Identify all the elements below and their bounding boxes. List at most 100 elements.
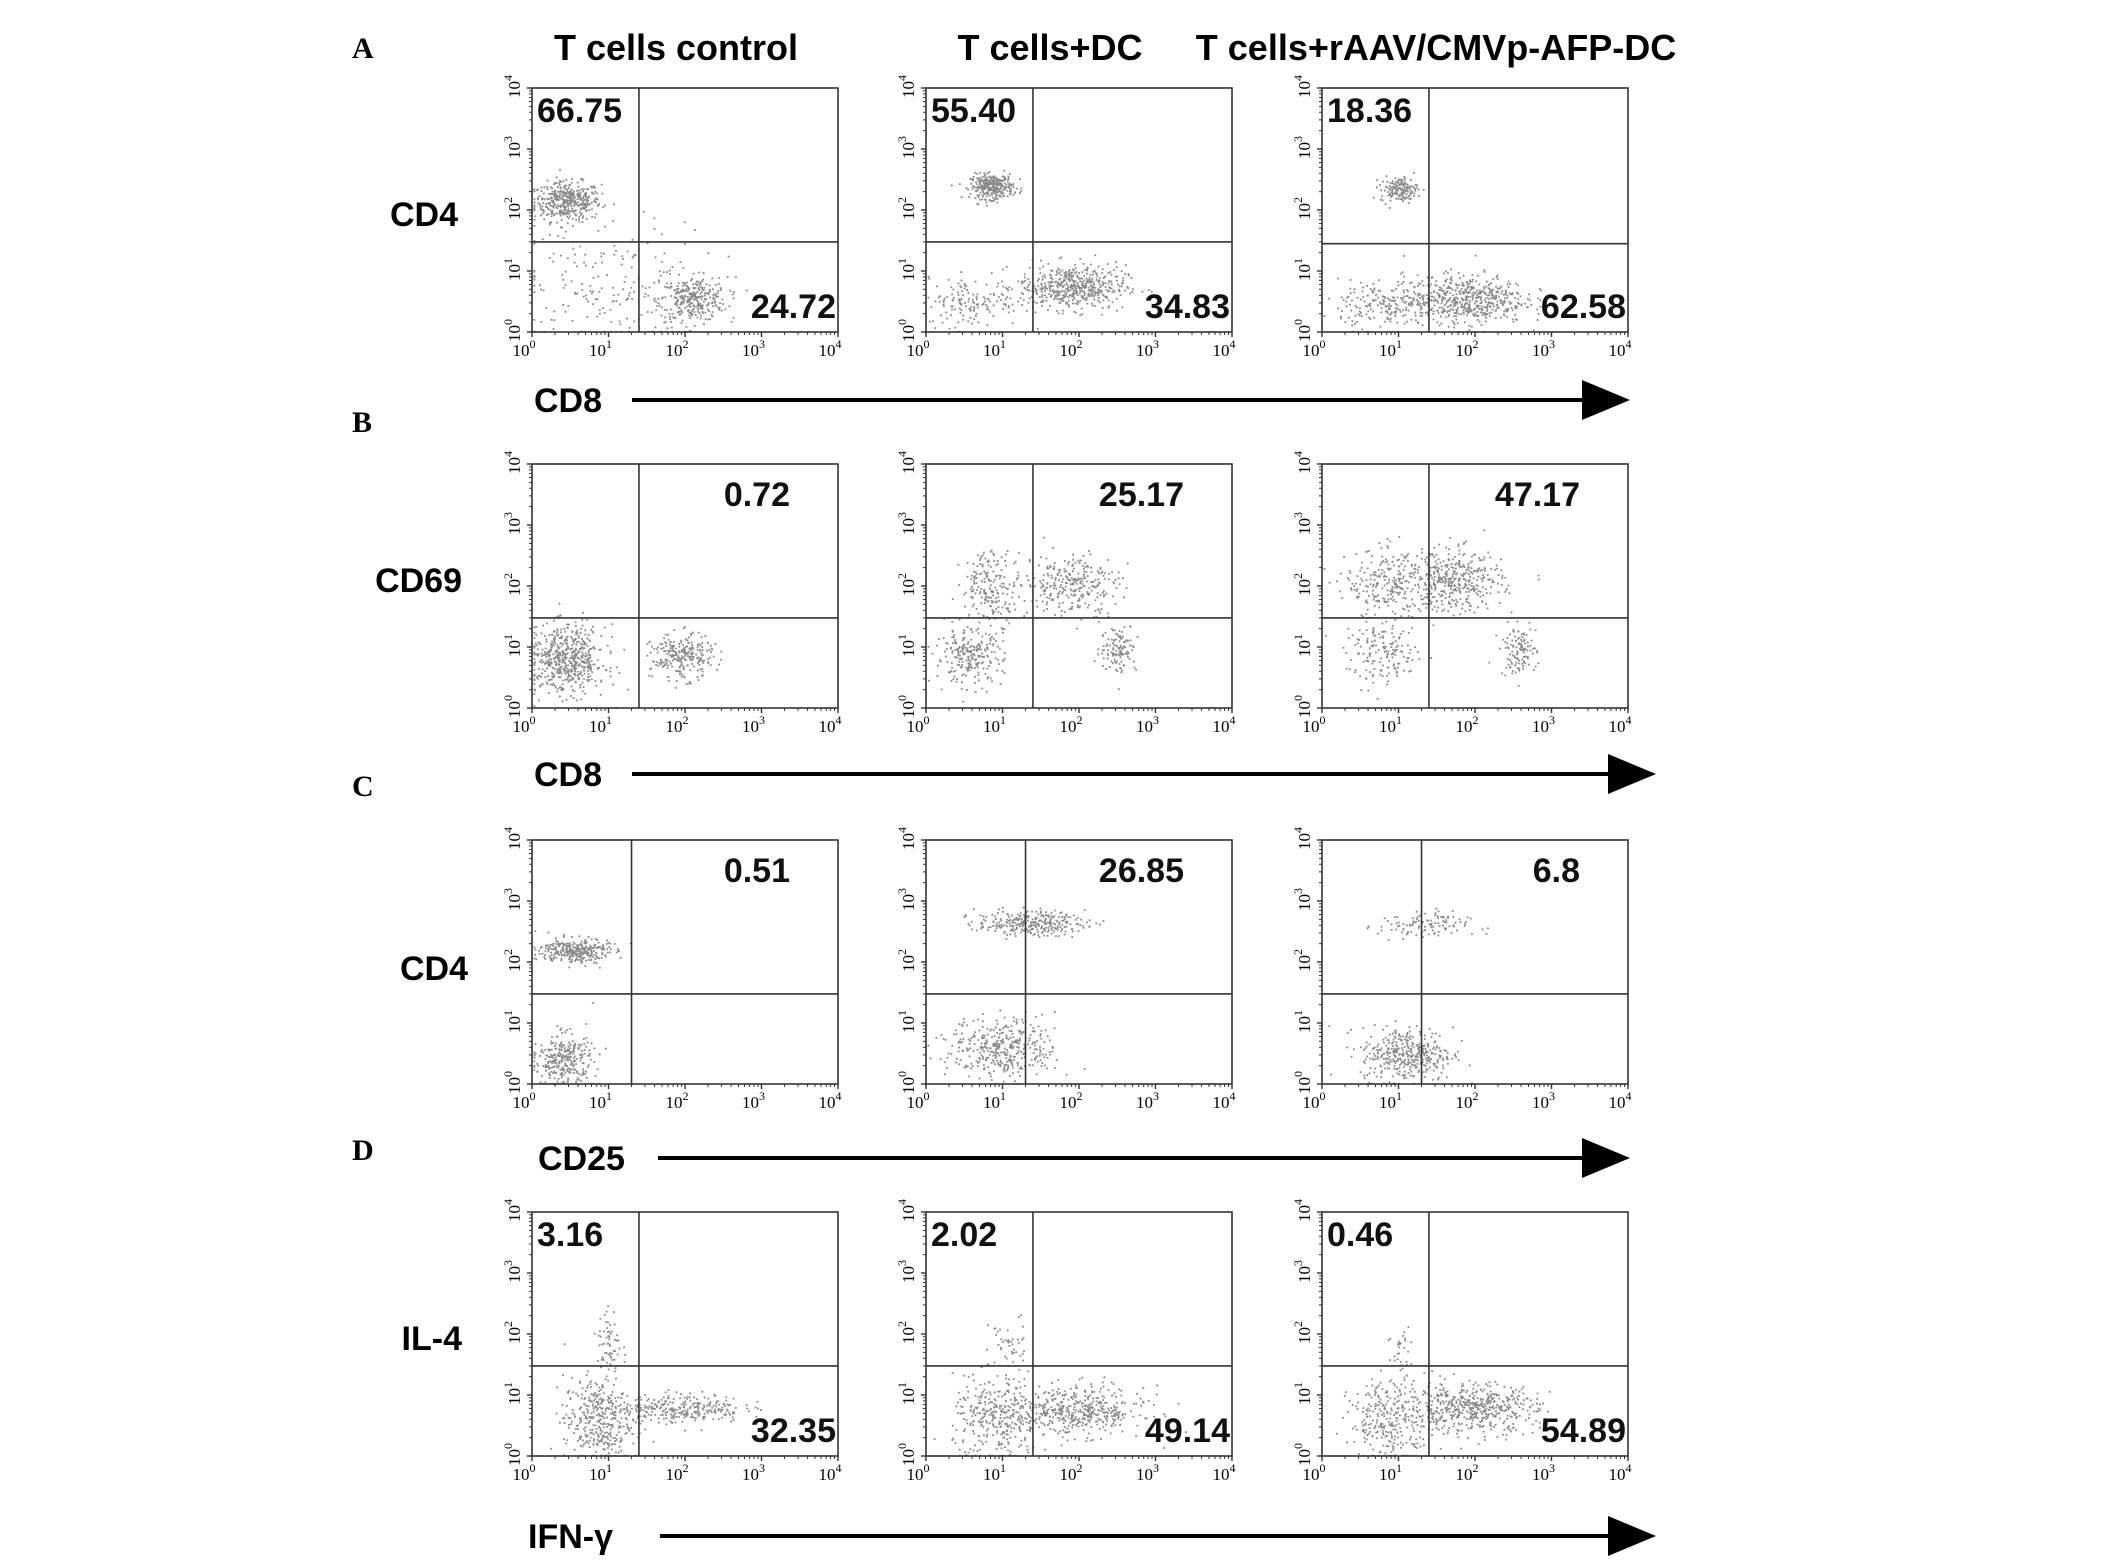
scatter-point [977,196,980,199]
scatter-point [927,275,930,278]
scatter-point [585,298,588,300]
scatter-point [719,302,722,304]
scatter-point [684,649,686,651]
scatter-point [556,690,559,693]
scatter-point [1047,567,1050,570]
scatter-point [606,644,609,647]
scatter-point [721,298,724,301]
scatter-point [952,630,954,633]
scatter-point [1061,289,1063,292]
scatter-point [562,209,565,212]
scatter-point [732,293,734,296]
scatter-point [1397,284,1400,287]
scatter-point [995,194,998,197]
scatter-point [995,601,998,604]
scatter-point [567,208,570,211]
scatter-point [1108,305,1111,308]
scatter-point [574,664,577,667]
scatter-point [967,300,970,303]
scatter-point [1405,300,1407,303]
scatter-point [1024,287,1027,290]
scatter-point [969,660,972,663]
scatter-point [716,292,719,294]
scatter-point [1455,309,1458,311]
scatter-point [560,672,563,675]
scatter-point [1429,299,1432,301]
scatter-point [567,187,570,189]
scatter-point [1468,329,1471,332]
scatter-point [1009,192,1012,195]
scatter-point [1468,308,1471,311]
scatter-point [546,188,549,190]
scatter-point [1006,195,1009,198]
scatter-point [991,177,993,179]
scatter-point [1085,296,1088,299]
scatter-point [620,263,623,266]
scatter-point [1101,307,1104,309]
scatter-point [1012,186,1015,188]
scatter-point [1001,670,1004,672]
scatter-point [1074,286,1077,289]
scatter-point [970,578,973,581]
scatter-point [575,631,578,634]
scatter-point [1461,303,1463,306]
scatter-point [730,320,733,323]
scatter-point [1068,608,1071,611]
scatter-point [1067,296,1070,299]
scatter-point [1057,282,1060,285]
scatter-point [609,667,612,669]
scatter-point [613,244,616,247]
scatter-point [986,324,989,327]
y-tick-label: 103 [895,512,918,535]
scatter-point [578,663,581,665]
scatter-point [681,655,683,658]
scatter-point [994,192,997,195]
scatter-point [1065,274,1068,277]
scatter-point [1395,197,1398,200]
scatter-point [1456,302,1459,305]
scatter-point [948,327,951,330]
scatter-point [957,654,960,656]
scatter-point [1050,281,1052,284]
scatter-point [1067,287,1069,289]
scatter-point [659,274,662,277]
scatter-point [669,287,671,289]
scatter-point [567,196,570,198]
scatter-point [1008,583,1011,586]
scatter-point [1033,301,1035,303]
scatter-point [1123,645,1125,648]
scatter-point [533,242,536,245]
scatter-point [1105,645,1108,647]
scatter-point [658,662,661,665]
scatter-point [1488,312,1491,315]
scatter-point [630,286,633,289]
scatter-point [1006,550,1009,552]
scatter-point [564,199,566,202]
scatter-point [583,199,586,201]
scatter-point [1044,590,1047,592]
scatter-point [672,650,675,652]
scatter-point [623,281,626,283]
scatter-point [1061,592,1064,595]
y-tick-label: 103 [501,512,524,535]
scatter-point [1057,596,1059,599]
scatter-point [1106,643,1108,646]
scatter-point [598,203,600,205]
scatter-point [1484,292,1487,294]
scatter-point [1074,289,1077,292]
scatter-point [1444,309,1447,312]
scatter-point [1085,299,1088,302]
scatter-point [1049,305,1051,307]
scatter-point [1079,300,1081,302]
scatter-point [980,655,983,658]
scatter-point [687,642,690,644]
scatter-point [1100,608,1103,610]
scatter-point [1419,282,1422,285]
scatter-point [571,652,574,654]
scatter-point [1075,582,1078,585]
scatter-point [1119,294,1122,296]
scatter-point [989,624,992,627]
scatter-point [958,298,961,301]
scatter-point [1480,305,1483,308]
scatter-point [1073,578,1076,581]
